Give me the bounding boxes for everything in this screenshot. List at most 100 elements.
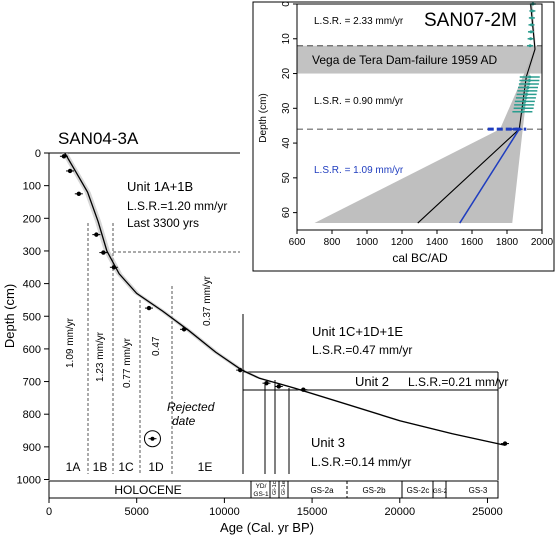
main-x-tick-label: 5000 — [124, 506, 148, 518]
unit-1cde-lsr: L.S.R.=0.47 mm/yr — [312, 343, 412, 357]
inset-y-tick-label: 50 — [281, 172, 292, 184]
rejected-date-point — [150, 436, 155, 441]
subunit-label: 1B — [93, 460, 108, 474]
inset-sample-point — [524, 96, 528, 100]
date-point — [237, 367, 243, 373]
inset-y-tick-label: 20 — [281, 68, 292, 80]
unit-3-lsr: L.S.R.=0.14 mm/yr — [311, 455, 411, 469]
date-point — [61, 154, 67, 159]
date-point — [67, 168, 73, 174]
inset-sample-point — [520, 110, 524, 114]
unit-1ab-note: Last 3300 yrs — [127, 216, 199, 230]
inset-x-label: cal BC/AD — [392, 251, 448, 265]
unit-2-name: Unit 2 — [355, 374, 389, 389]
inset-y-tick-label: 40 — [281, 137, 292, 149]
subrate-label: 1.23 mm/yr — [95, 331, 106, 382]
inset-sample-point — [523, 99, 527, 103]
inset-y-tick-label: 60 — [281, 207, 292, 219]
subrate-label: 1.09 mm/yr — [65, 317, 76, 368]
main-x-tick-label: 15000 — [297, 506, 328, 518]
main-x-label: Age (Cal. yr BP) — [220, 520, 314, 535]
unit-1ab-name: Unit 1A+1B — [127, 179, 193, 194]
main-chart: SAN04-3A 0 100 200 300 400 500 600 700 800 900 100… — [2, 129, 510, 535]
inset-event: Vega de Tera Dam-failure 1959 AD — [312, 53, 498, 67]
inset-x-tick-label: 1200 — [391, 237, 414, 248]
inset-sample-point — [526, 85, 530, 89]
age-model-line — [64, 152, 506, 446]
inset-chart: 0 10 20 30 40 50 60 600 800 1000 1200 1400 1600 1800… — [252, 1, 555, 272]
date-point — [181, 327, 187, 332]
main-y-tick-label: 300 — [23, 246, 41, 258]
stadial-label: GS-2c — [407, 486, 430, 495]
inset-title: SAN07-2M — [424, 10, 517, 31]
unit-1cde-name: Unit 1C+1D+1E — [312, 324, 403, 339]
main-y-tick-label: 900 — [23, 442, 41, 454]
subrate-label: 0.47 — [151, 336, 162, 356]
inset-sample-point — [522, 103, 526, 107]
date-point — [111, 265, 117, 270]
subunit-label: 1D — [148, 460, 164, 474]
stadial-label: GI-1c — [272, 481, 278, 495]
inset-sample-point — [527, 82, 531, 86]
main-y-tick-label: 600 — [23, 344, 41, 356]
inset-sample-point — [525, 89, 529, 93]
date-point — [502, 441, 508, 446]
main-y-tick-label: 200 — [23, 213, 41, 225]
main-y-tick-label: 0 — [35, 148, 41, 160]
inset-lsr-mid: L.S.R. = 0.90 mm/yr — [314, 96, 404, 107]
inset-sample-point — [522, 106, 526, 110]
inset-sample-point — [527, 78, 531, 82]
date-point — [76, 191, 82, 197]
inset-sample-point — [528, 75, 532, 79]
main-y-ticks: 0 100 200 300 400 500 600 700 800 900 1000 — [17, 148, 49, 487]
main-y-tick-label: 700 — [23, 377, 41, 389]
unit-3-name: Unit 3 — [311, 435, 345, 450]
main-x-ticks: 0 5000 10000 15000 20000 25000 — [46, 498, 503, 518]
stadial-label: GS-3 — [469, 486, 488, 495]
date-point — [146, 305, 152, 311]
main-y-tick-label: 1000 — [17, 475, 41, 487]
inset-x-tick-label: 600 — [289, 237, 306, 248]
stadial-label: GS-2 — [433, 489, 448, 495]
stadial-label: YD/ — [256, 483, 267, 490]
inset-x-tick-label: 1800 — [496, 237, 519, 248]
subunit-label: 1E — [198, 460, 213, 474]
inset-y-tick-label: 0 — [281, 1, 292, 7]
main-y-tick-label: 500 — [23, 311, 41, 323]
date-point — [301, 387, 306, 392]
inset-sample-point — [529, 37, 533, 41]
inset-sample-point — [530, 9, 534, 13]
main-y-tick-label: 400 — [23, 279, 41, 291]
main-y-tick-label: 800 — [23, 409, 41, 421]
dam-failure-band — [297, 45, 542, 74]
inset-sample-point — [525, 92, 529, 96]
inset-x-tick-label: 1000 — [356, 237, 379, 248]
date-point — [101, 250, 106, 255]
main-y-tick-label: 100 — [23, 181, 41, 193]
inset-frame — [296, 3, 543, 231]
unit-2-lsr: L.S.R.=0.21 mm/yr — [408, 375, 508, 389]
main-title: SAN04-3A — [58, 129, 139, 148]
unit-1ab-lsr: L.S.R.=1.20 mm/yr — [127, 199, 227, 213]
date-point — [264, 380, 269, 386]
inset-y-ticks: 0 10 20 30 40 50 60 — [281, 1, 297, 218]
inset-lsr-top: L.S.R. = 2.33 mm/yr — [314, 16, 404, 27]
subunit-label: 1A — [66, 460, 81, 474]
stadial-label: GS-2a — [310, 486, 334, 495]
main-x-tick-label: 10000 — [209, 506, 240, 518]
inset-y-tick-label: 30 — [281, 102, 292, 114]
stadial-label: GS-2b — [362, 486, 386, 495]
dates-layer — [59, 154, 510, 448]
inset-envelope — [314, 4, 536, 224]
stratigraphy-strip — [48, 480, 499, 499]
inset-sample-point — [530, 16, 534, 20]
date-point — [276, 384, 281, 389]
main-x-tick-label: 25000 — [472, 506, 503, 518]
stadial-label: GI-1e — [281, 481, 287, 495]
inset-sample-point — [530, 23, 533, 27]
inset-x-tick-label: 800 — [324, 237, 341, 248]
rejected-label: Rejected date — [167, 400, 215, 428]
subunit-label: 1C — [118, 460, 134, 474]
date-point — [94, 232, 99, 237]
